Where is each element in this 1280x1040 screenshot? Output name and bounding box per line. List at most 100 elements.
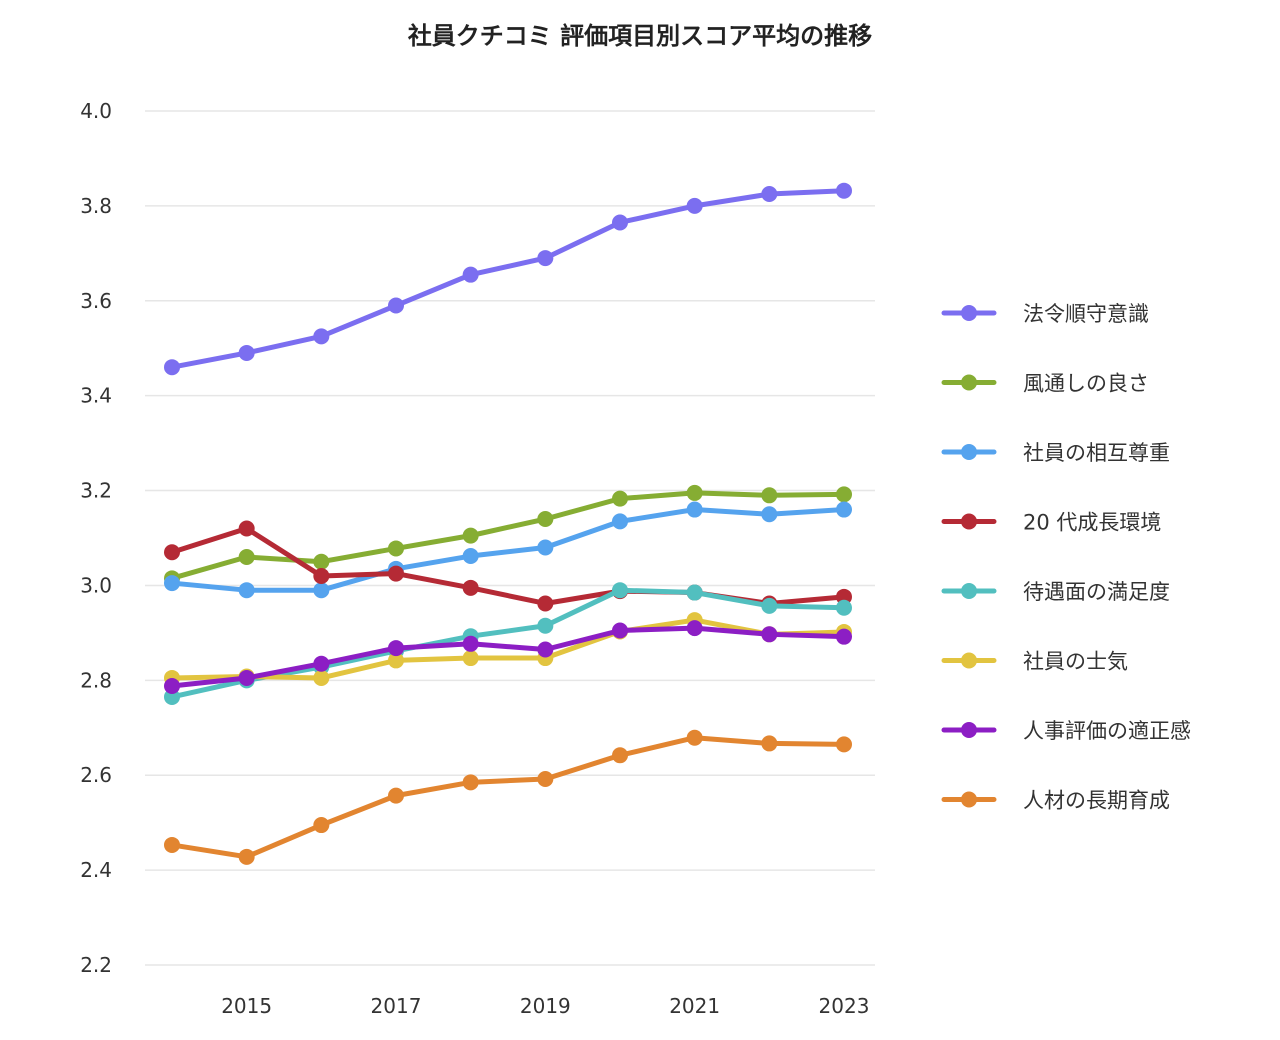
data-point — [238, 548, 255, 565]
data-point — [164, 575, 180, 592]
legend-label: 人材の長期育成 — [1023, 789, 1170, 813]
data-point — [612, 513, 628, 530]
data-point — [388, 640, 404, 657]
legend-item: 社員の相互尊重 — [941, 441, 1170, 465]
data-point — [462, 774, 479, 791]
data-point — [313, 567, 330, 584]
data-point — [238, 582, 255, 599]
y-tick-label: 2.4 — [80, 858, 112, 882]
data-point — [388, 787, 404, 804]
data-point — [164, 678, 180, 695]
data-point — [761, 597, 778, 614]
data-point — [761, 626, 778, 643]
legend-label: 社員の士気 — [1023, 650, 1128, 674]
data-point — [313, 669, 330, 686]
data-point — [686, 620, 703, 637]
data-point — [761, 186, 778, 203]
data-point — [836, 599, 852, 616]
data-point — [686, 501, 703, 518]
legend-item: 20 代成長環境 — [941, 511, 1161, 535]
y-tick-label: 3.6 — [80, 289, 112, 313]
legend-label: 待遇面の満足度 — [1023, 580, 1170, 604]
series-6 — [164, 620, 852, 695]
data-point — [761, 487, 778, 504]
series-line — [169, 617, 847, 681]
data-point — [612, 622, 628, 639]
data-point — [836, 486, 852, 503]
x-tick-label: 2019 — [520, 994, 571, 1018]
data-point — [537, 539, 554, 556]
data-point — [686, 584, 703, 601]
data-point — [686, 729, 703, 746]
grid — [145, 110, 875, 966]
x-tick-label: 2017 — [371, 994, 422, 1018]
data-point — [313, 817, 330, 834]
y-tick-label: 3.2 — [80, 479, 112, 503]
series-line — [169, 625, 847, 689]
series-3 — [164, 520, 852, 612]
data-point — [388, 297, 404, 314]
data-point — [164, 544, 180, 561]
data-point — [836, 628, 852, 645]
legend-item: 社員の士気 — [941, 650, 1128, 674]
y-tick-label: 2.2 — [80, 953, 112, 977]
x-tick-label: 2023 — [819, 994, 870, 1018]
data-point — [537, 617, 554, 634]
data-point — [313, 655, 330, 672]
legend-swatch-marker — [961, 374, 977, 391]
data-point — [462, 527, 479, 544]
data-point — [462, 266, 479, 283]
legend-item: 法令順守意識 — [941, 302, 1149, 326]
data-point — [686, 484, 703, 501]
series-7 — [164, 729, 852, 865]
data-point — [537, 595, 554, 612]
legend-label: 風通しの良さ — [1023, 372, 1149, 396]
y-tick-label: 3.0 — [80, 573, 112, 597]
data-point — [836, 501, 852, 518]
y-tick-label: 3.8 — [80, 194, 112, 218]
series-group — [164, 182, 852, 865]
legend-swatch-marker — [961, 652, 977, 669]
series-line — [169, 490, 847, 581]
data-point — [164, 359, 180, 376]
data-point — [313, 582, 330, 599]
data-point — [537, 641, 554, 658]
series-0 — [164, 182, 852, 376]
y-tick-label: 3.4 — [80, 384, 112, 408]
x-axis: 2015 2017 2019 2021 2023 — [221, 994, 869, 1018]
legend-swatch-marker — [961, 444, 977, 460]
legend-swatch-marker — [961, 791, 977, 808]
data-point — [462, 579, 479, 596]
data-point — [238, 669, 255, 686]
series-line — [169, 188, 847, 370]
data-point — [537, 771, 554, 788]
data-point — [238, 344, 255, 361]
legend-swatch-marker — [961, 513, 977, 530]
data-point — [388, 652, 404, 669]
data-point — [612, 582, 628, 599]
data-point — [686, 197, 703, 214]
legend-swatch-marker — [961, 583, 977, 599]
series-4 — [164, 582, 852, 705]
data-point — [612, 214, 628, 231]
data-point — [238, 848, 255, 865]
y-axis: 2.2 2.4 2.6 2.8 3.0 3.2 3.4 3.6 3.8 4.0 — [80, 99, 112, 977]
legend-label: 人事評価の適正感 — [1023, 719, 1191, 743]
data-point — [836, 182, 852, 199]
data-point — [761, 506, 778, 523]
legend-label: 20 代成長環境 — [1023, 511, 1161, 535]
legend-item: 人材の長期育成 — [941, 789, 1170, 813]
data-point — [462, 548, 479, 565]
data-point — [462, 635, 479, 652]
series-2 — [164, 501, 852, 599]
data-point — [537, 250, 554, 267]
data-point — [612, 490, 628, 507]
data-point — [761, 735, 778, 752]
legend-item: 風通しの良さ — [941, 372, 1149, 396]
series-line — [169, 507, 847, 593]
y-tick-label: 2.8 — [80, 668, 112, 692]
data-point — [462, 650, 479, 667]
data-point — [313, 328, 330, 345]
